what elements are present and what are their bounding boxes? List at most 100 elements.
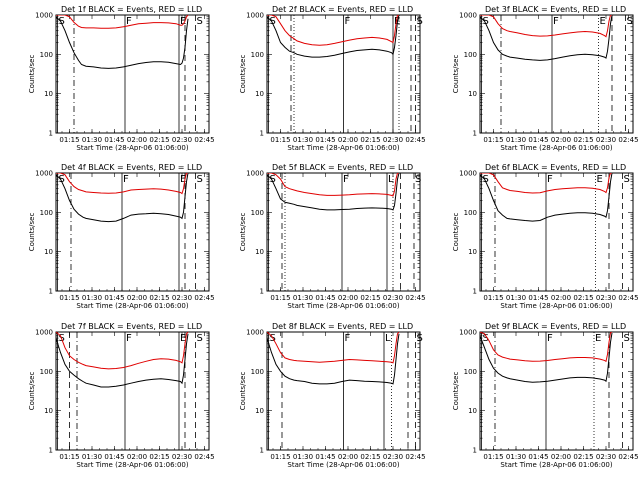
x-tick-label: 02:30 xyxy=(596,453,616,461)
x-tick-label: 02:15 xyxy=(573,294,593,302)
y-axis-label: Counts/sec xyxy=(239,213,247,252)
x-axis-label: Start Time (28-Apr-06 01:06:00) xyxy=(76,144,188,152)
x-tick-label: 02:45 xyxy=(405,453,425,461)
series-events-line xyxy=(480,332,613,383)
panel-title: Det 9f BLACK = Events, RED = LLD xyxy=(485,322,626,331)
marker-label: S xyxy=(270,16,276,27)
x-tick-label: 02:45 xyxy=(618,294,638,302)
y-tick-label: 1000 xyxy=(246,12,264,20)
x-tick-label: 02:30 xyxy=(383,136,403,144)
x-tick-label: 01:30 xyxy=(506,294,526,302)
x-tick-label: 01:45 xyxy=(528,294,548,302)
x-tick-label: 01:15 xyxy=(270,136,290,144)
panel-title: Det 5f BLACK = Events, RED = LLD xyxy=(272,163,413,172)
marker-label: F xyxy=(345,333,351,344)
x-axis-label: Start Time (28-Apr-06 01:06:00) xyxy=(500,302,612,310)
x-tick-label: 02:15 xyxy=(149,294,169,302)
panel-title: Det 4f BLACK = Events, RED = LLD xyxy=(61,163,202,172)
plot-frame xyxy=(55,172,210,292)
y-tick-label: 10 xyxy=(468,248,477,256)
x-tick-label: 01:15 xyxy=(483,453,503,461)
series-lld-line xyxy=(480,332,613,363)
marker-label: S xyxy=(624,333,630,344)
marker-label: F xyxy=(126,333,132,344)
x-axis-label: Start Time (28-Apr-06 01:06:00) xyxy=(76,461,188,469)
series-lld-line xyxy=(56,332,189,370)
y-axis-label: Counts/sec xyxy=(28,55,36,94)
y-tick-label: 100 xyxy=(464,368,477,376)
panel-2: Det 2f BLACK = Events, RED = LLD 1 10 100 10… xyxy=(239,5,426,152)
y-tick-label: 1000 xyxy=(246,329,264,337)
y-axis-label: Counts/sec xyxy=(239,372,247,411)
y-axis-label: Counts/sec xyxy=(452,55,460,94)
marker-label: E xyxy=(180,16,186,27)
x-tick-label: 01:30 xyxy=(82,453,102,461)
marker-label: S xyxy=(197,174,203,185)
x-tick-label: 02:30 xyxy=(383,453,403,461)
series-lld-line xyxy=(56,15,189,29)
x-tick-label: 02:45 xyxy=(194,136,214,144)
x-tick-label: 01:45 xyxy=(315,453,335,461)
y-tick-label: 100 xyxy=(40,368,53,376)
marker-label: S xyxy=(417,16,423,27)
x-tick-label: 02:45 xyxy=(405,136,425,144)
marker-label: S xyxy=(627,16,633,27)
x-tick-label: 01:30 xyxy=(293,453,313,461)
x-tick-label: 02:45 xyxy=(194,453,214,461)
y-tick-label: 100 xyxy=(251,368,264,376)
marker-label: F xyxy=(343,174,349,185)
x-tick-label: 01:45 xyxy=(528,136,548,144)
y-tick-label: 100 xyxy=(464,209,477,217)
y-tick-label: 1000 xyxy=(246,170,264,178)
marker-label: S xyxy=(59,16,65,27)
x-tick-label: 02:45 xyxy=(405,294,425,302)
marker-label: S xyxy=(483,333,489,344)
panel-1: Det 1f BLACK = Events, RED = LLD 1 10 100 10… xyxy=(28,5,215,152)
y-tick-label: 1000 xyxy=(459,12,477,20)
x-axis-label: Start Time (28-Apr-06 01:06:00) xyxy=(500,144,612,152)
marker-label: S xyxy=(624,174,630,185)
plot-frame xyxy=(479,14,634,134)
y-tick-label: 1 xyxy=(260,288,264,296)
series-events-line xyxy=(56,16,189,69)
marker-label: S xyxy=(415,174,421,185)
marker-label: E xyxy=(600,16,606,27)
marker-label: S xyxy=(483,174,489,185)
y-tick-label: 10 xyxy=(44,90,53,98)
marker-label: F xyxy=(123,174,129,185)
x-axis-label: Start Time (28-Apr-06 01:06:00) xyxy=(287,144,399,152)
plot-frame xyxy=(479,172,634,292)
y-tick-label: 10 xyxy=(44,407,53,415)
x-axis-label: Start Time (28-Apr-06 01:06:00) xyxy=(287,302,399,310)
panel-5: Det 5f BLACK = Events, RED = LLD 1 10 100 10… xyxy=(239,163,426,310)
y-tick-label: 1 xyxy=(49,130,53,138)
x-tick-label: 01:15 xyxy=(59,136,79,144)
x-tick-label: 02:15 xyxy=(360,453,380,461)
y-axis-label: Counts/sec xyxy=(28,213,36,252)
panel-title: Det 8f BLACK = Events, RED = LLD xyxy=(272,322,413,331)
x-axis-label: Start Time (28-Apr-06 01:06:00) xyxy=(500,461,612,469)
marker-label: F xyxy=(553,16,559,27)
x-tick-label: 02:45 xyxy=(618,453,638,461)
x-tick-label: 02:00 xyxy=(127,453,147,461)
y-tick-label: 1 xyxy=(49,288,53,296)
x-tick-label: 02:30 xyxy=(596,294,616,302)
marker-label: E xyxy=(180,333,186,344)
y-axis-label: Counts/sec xyxy=(28,372,36,411)
y-tick-label: 10 xyxy=(255,248,264,256)
x-tick-label: 02:30 xyxy=(596,136,616,144)
x-tick-label: 02:30 xyxy=(172,294,192,302)
y-tick-label: 1000 xyxy=(459,329,477,337)
y-tick-label: 1 xyxy=(260,447,264,455)
x-tick-label: 02:00 xyxy=(127,136,147,144)
x-tick-label: 01:15 xyxy=(483,136,503,144)
x-tick-label: 01:15 xyxy=(59,453,79,461)
x-tick-label: 02:45 xyxy=(618,136,638,144)
marker-label: L xyxy=(388,174,394,185)
x-tick-label: 02:15 xyxy=(360,294,380,302)
panel-title: Det 2f BLACK = Events, RED = LLD xyxy=(272,5,413,14)
x-tick-label: 02:15 xyxy=(360,136,380,144)
x-tick-label: 02:00 xyxy=(338,136,358,144)
x-tick-label: 02:30 xyxy=(383,294,403,302)
y-axis-label: Counts/sec xyxy=(452,213,460,252)
